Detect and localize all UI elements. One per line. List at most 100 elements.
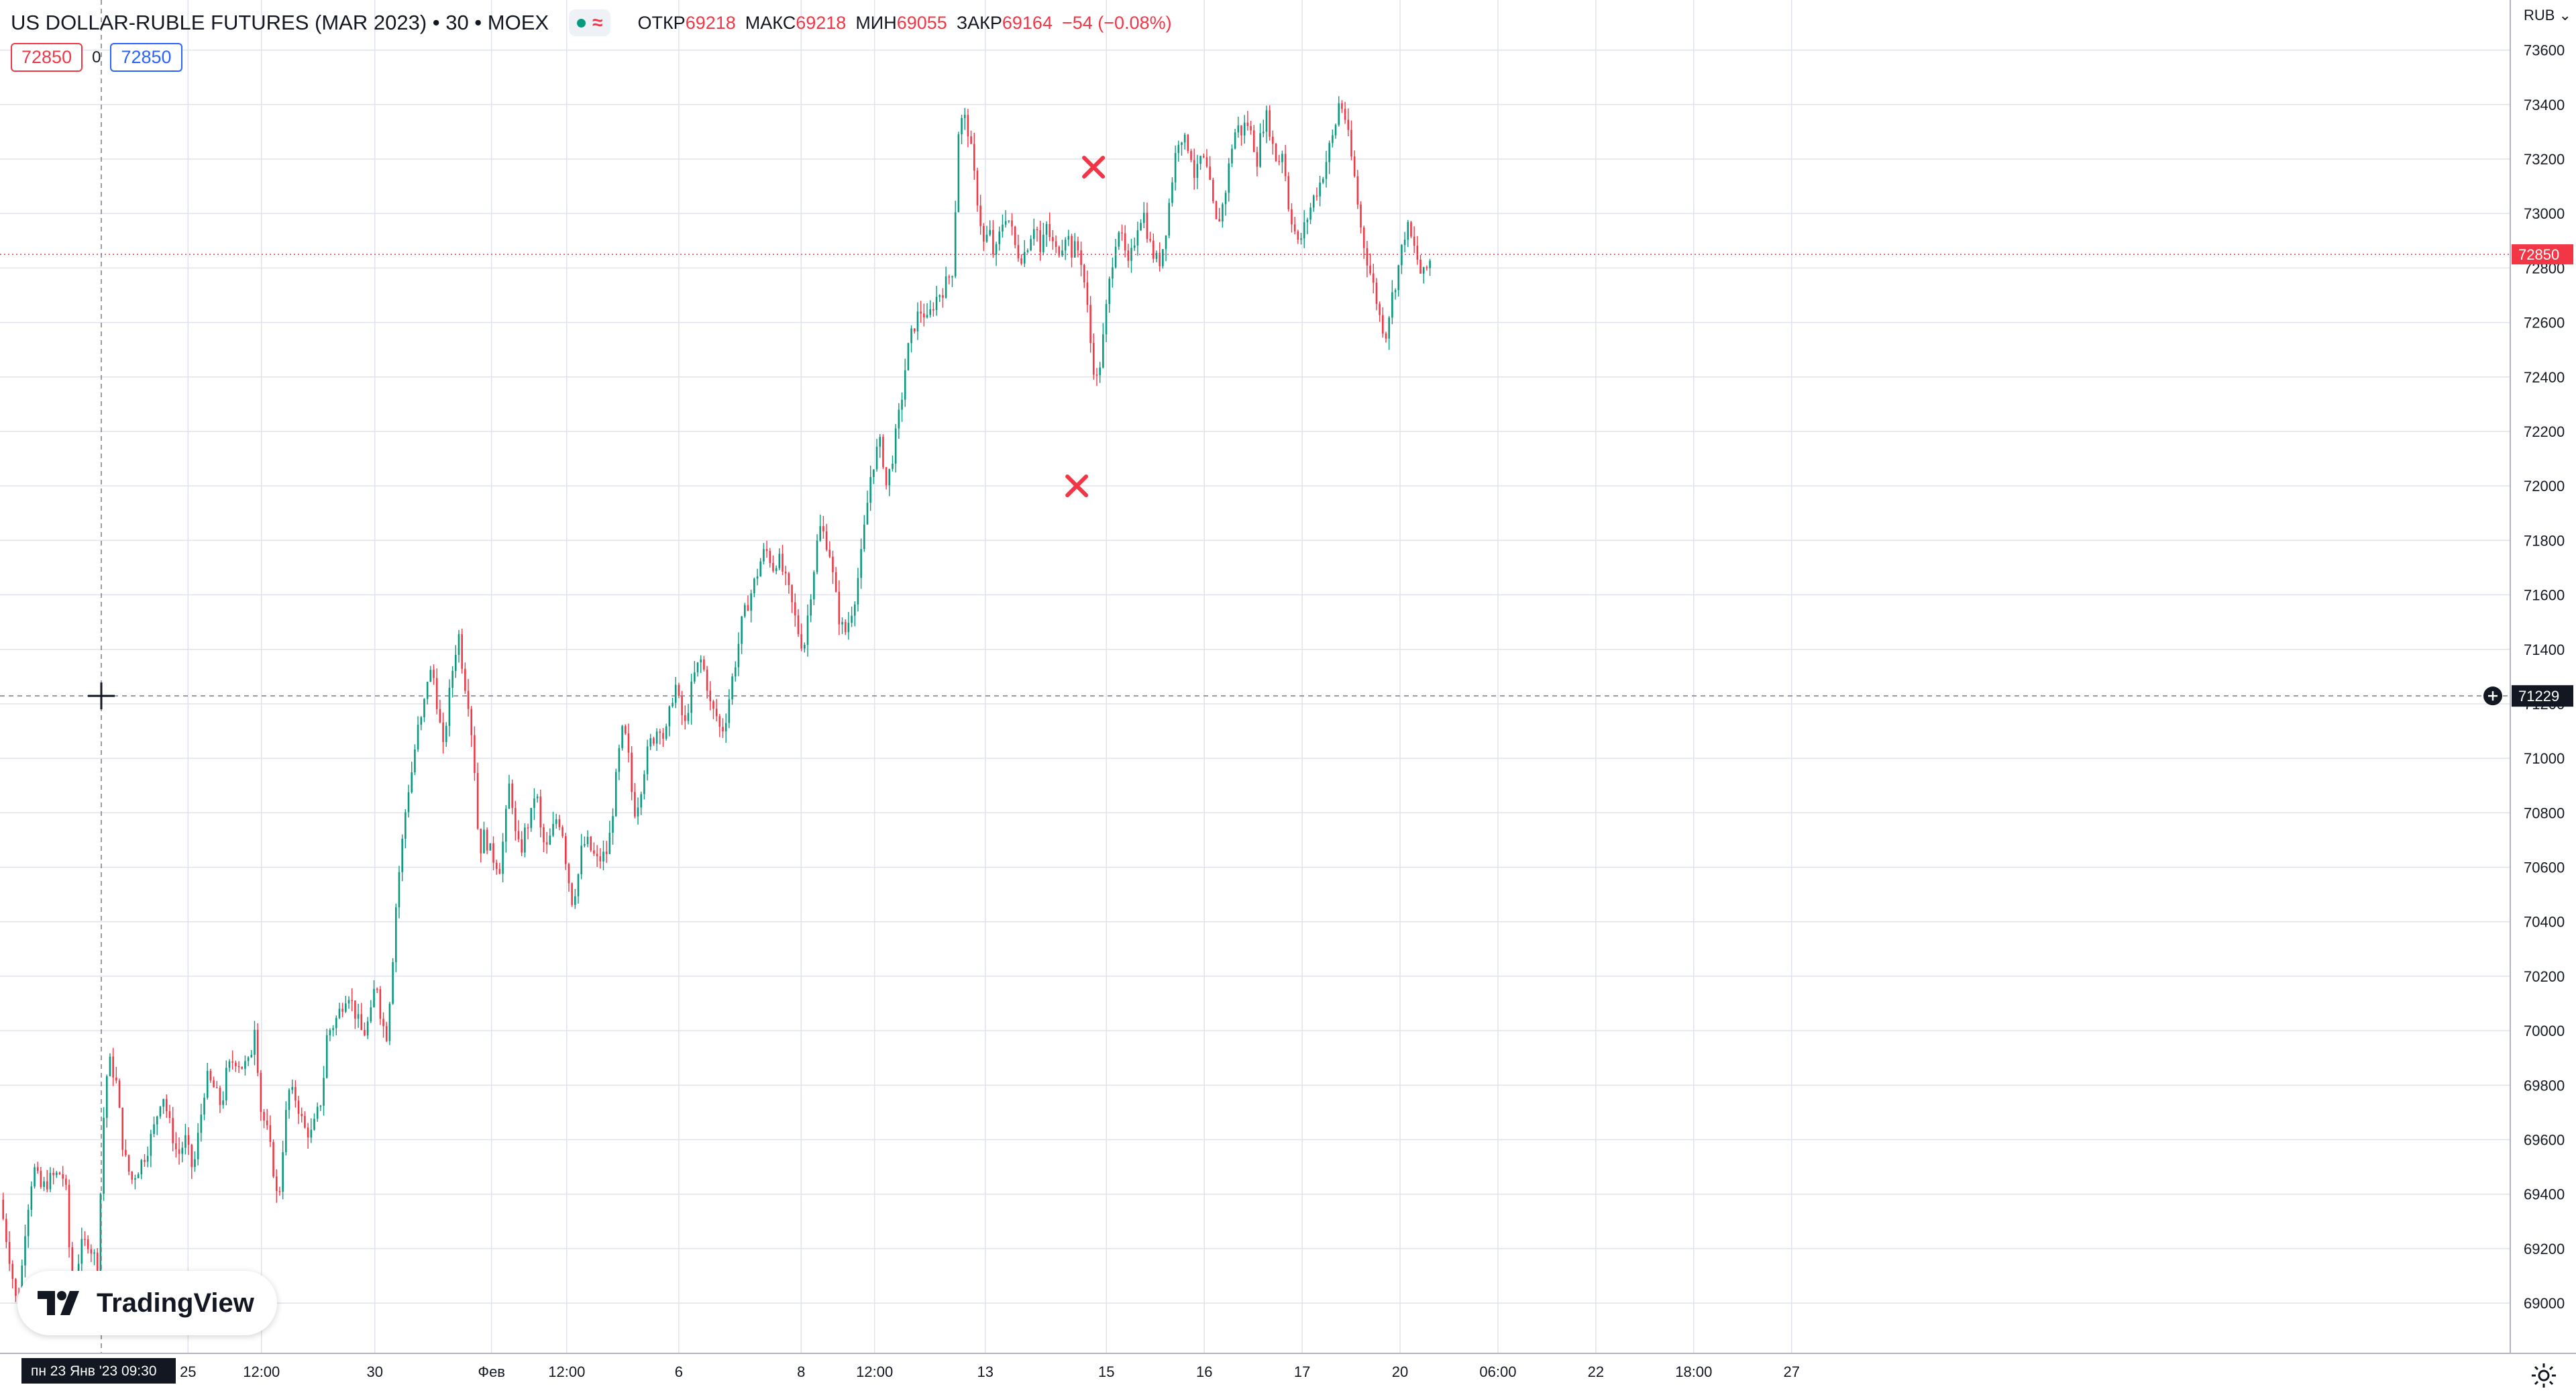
candle-down: [1146, 213, 1148, 240]
candle-up: [552, 824, 554, 836]
candle-up: [483, 829, 485, 853]
candle-up: [998, 231, 1001, 244]
candle-up: [555, 819, 557, 825]
tradingview-logo[interactable]: TradingView: [17, 1271, 277, 1335]
candle-down: [627, 733, 630, 753]
marker-cross-icon[interactable]: [1082, 156, 1106, 179]
price-tick-label: 70800: [2524, 805, 2565, 821]
candle-up: [533, 798, 535, 809]
candle-up: [668, 706, 671, 727]
candle-up: [1042, 234, 1044, 252]
price-axis[interactable]: 69000 69200 69400 69600 69800 70000 70200 70400…: [2510, 0, 2576, 1353]
candle-up: [401, 839, 403, 872]
candle-down: [631, 752, 633, 792]
candle-up: [804, 645, 806, 649]
candle-up: [417, 725, 419, 749]
candle-up: [1045, 223, 1048, 235]
time-tick-label: 20: [1392, 1363, 1408, 1380]
market-status-pill[interactable]: ≈: [569, 9, 611, 36]
candle-down: [360, 1014, 363, 1030]
candle-down: [1293, 224, 1296, 231]
candle-up: [873, 469, 875, 477]
candle-down: [476, 773, 479, 829]
candle-down: [46, 1181, 48, 1190]
price-tick-label: 73200: [2524, 151, 2565, 168]
price-tick-label: 69200: [2524, 1241, 2565, 1257]
candle-down: [1121, 232, 1123, 234]
candle-down: [275, 1176, 278, 1192]
currency-selector[interactable]: RUB ⌄: [2524, 7, 2571, 23]
candle-up: [989, 229, 991, 235]
candle-down: [782, 554, 784, 572]
candle-down: [1052, 237, 1054, 242]
candle-up: [1281, 154, 1283, 162]
candle-down: [121, 1107, 123, 1150]
candle-down: [58, 1172, 61, 1175]
candle-up: [985, 234, 988, 242]
symbol-title[interactable]: US DOLLAR-RUBLE FUTURES (MAR 2023) • 30 …: [11, 11, 549, 34]
candle-up: [291, 1087, 293, 1090]
candle-up: [995, 244, 998, 255]
candle-up: [1165, 236, 1167, 250]
candle-up: [80, 1239, 83, 1264]
candle-up: [345, 1003, 347, 1012]
candle-down: [1058, 246, 1061, 256]
candle-down: [266, 1121, 268, 1125]
candle-down: [467, 690, 470, 709]
time-axis[interactable]: 25 12:00 30 Фев 12:00 6 8 12:00 13 15 16 17 20 06:00 2…: [0, 1353, 2576, 1384]
candle-down: [942, 295, 944, 298]
candle-up: [851, 615, 853, 623]
candle-up: [429, 670, 432, 682]
candle-down: [209, 1071, 212, 1081]
candle-up: [1174, 152, 1177, 183]
marker-cross-icon[interactable]: [1065, 474, 1089, 498]
candle-up: [1325, 162, 1328, 179]
candle-down: [539, 796, 542, 828]
candle-up: [329, 1030, 331, 1036]
sell-button[interactable]: 72850: [11, 43, 83, 72]
buy-button[interactable]: 72850: [110, 43, 182, 72]
candle-up: [27, 1210, 30, 1237]
candle-down: [948, 276, 951, 278]
candle-up: [1002, 224, 1004, 231]
time-tick-label: Фев: [478, 1363, 505, 1380]
candle-down: [1011, 220, 1013, 227]
candle-down: [794, 602, 796, 616]
candle-down: [495, 862, 498, 870]
candle-down: [784, 571, 787, 574]
spread-value: 0: [92, 48, 101, 66]
candle-up: [489, 843, 492, 851]
candle-up: [448, 688, 451, 726]
candle-up: [892, 464, 894, 469]
candle-up: [347, 1000, 350, 1004]
candle-down: [376, 988, 378, 990]
price-axis-bg[interactable]: [2510, 0, 2576, 1353]
candle-down: [545, 842, 548, 845]
candle-down: [722, 727, 724, 732]
low-label: МИН: [855, 12, 897, 33]
crosshair-date-label: пн 23 Янв '23 09:30: [31, 1363, 157, 1379]
candle-down: [256, 1029, 259, 1073]
candle-up: [963, 115, 966, 118]
candle-up: [841, 622, 843, 625]
candle-up: [1407, 221, 1409, 240]
candle-up: [724, 723, 727, 732]
candle-up: [137, 1174, 140, 1179]
candle-down: [822, 526, 824, 531]
candle-up: [584, 844, 586, 846]
candle-up: [810, 599, 812, 616]
candle-up: [282, 1151, 284, 1192]
candle-down: [65, 1178, 67, 1185]
candle-up: [24, 1236, 26, 1266]
candle-up: [1322, 178, 1324, 183]
candle-up: [1067, 236, 1070, 240]
candle-down: [1014, 226, 1016, 246]
time-tick-label: 25: [180, 1363, 196, 1380]
candle-up: [847, 623, 850, 633]
candle-down: [219, 1088, 221, 1105]
settings-gear-icon[interactable]: [2529, 1361, 2559, 1390]
candle-up: [1183, 134, 1186, 143]
candle-down: [175, 1143, 177, 1149]
